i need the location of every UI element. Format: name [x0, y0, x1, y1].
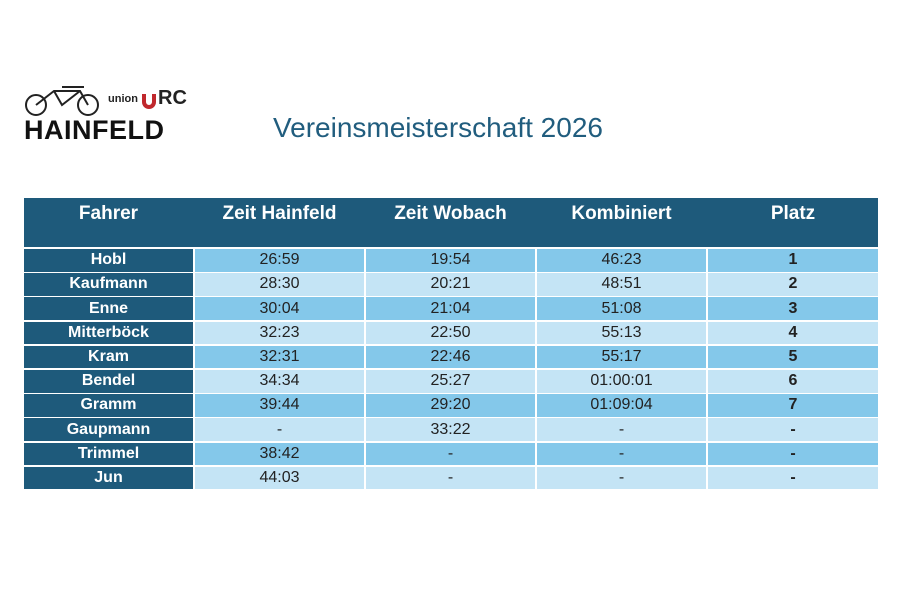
table-cell: 28:30: [195, 273, 364, 296]
table-cell: 1: [708, 249, 878, 272]
header-cell: Platz: [770, 203, 816, 224]
table-cell: 39:44: [195, 394, 364, 417]
table-cell: 29:20: [366, 394, 535, 417]
table-cell: 34:34: [195, 370, 364, 393]
header-cell: Zeit Wobach: [394, 203, 507, 224]
rider-name: Kaufmann: [24, 273, 193, 296]
table-cell: -: [366, 466, 535, 490]
table-cell: 38:42: [195, 442, 364, 466]
table-cell: 55:17: [537, 345, 706, 369]
table-cell: 4: [708, 321, 878, 345]
table-cell: -: [708, 442, 878, 466]
logo: union RC HAINFELD: [22, 85, 214, 145]
table-cell: 2: [708, 273, 878, 296]
table-cell: 01:00:01: [537, 370, 706, 393]
table-cell: 22:50: [366, 321, 535, 345]
logo-name: HAINFELD: [24, 115, 165, 145]
table-cell: 33:22: [366, 418, 535, 441]
table-cell: 6: [708, 370, 878, 393]
table-cell: 30:04: [195, 297, 364, 320]
table-cell: 01:09:04: [537, 394, 706, 417]
table-cell: -: [708, 418, 878, 441]
table-cell: 20:21: [366, 273, 535, 296]
table-cell: 19:54: [366, 249, 535, 272]
table-cell: 21:04: [366, 297, 535, 320]
table-cell: 25:27: [366, 370, 535, 393]
table-cell: 51:08: [537, 297, 706, 320]
table-cell: 55:13: [537, 321, 706, 345]
table-cell: 46:23: [537, 249, 706, 272]
rider-name: Trimmel: [24, 442, 193, 466]
table-cell: 32:23: [195, 321, 364, 345]
header-background: [24, 198, 878, 247]
title: Vereinsmeisterschaft 2026: [273, 112, 603, 143]
table-cell: 32:31: [195, 345, 364, 369]
rider-name: Hobl: [24, 249, 193, 272]
rider-name: Mitterböck: [24, 321, 193, 345]
table-cell: -: [537, 442, 706, 466]
table-cell: 3: [708, 297, 878, 320]
header-cell: Kombiniert: [571, 203, 672, 224]
table-cell: 44:03: [195, 466, 364, 490]
table-cell: 26:59: [195, 249, 364, 272]
table-cell: 5: [708, 345, 878, 369]
header-cell: Fahrer: [78, 203, 139, 224]
table-cell: -: [537, 466, 706, 490]
logo-graphic: [25, 86, 156, 116]
table-cell: -: [708, 466, 878, 490]
logo-brand: RC: [158, 87, 187, 109]
table-cell: 7: [708, 394, 878, 417]
table-cell: -: [195, 418, 364, 441]
table-cell: -: [537, 418, 706, 441]
rider-name: Enne: [24, 297, 193, 320]
rider-name: Bendel: [24, 370, 193, 393]
rider-name: Jun: [24, 466, 193, 490]
rider-name: Kram: [24, 345, 193, 369]
table-cell: -: [366, 442, 535, 466]
table-cell: 22:46: [366, 345, 535, 369]
rider-name: Gramm: [24, 394, 193, 417]
rider-name: Gaupmann: [24, 418, 193, 441]
header-cell: Zeit Hainfeld: [222, 203, 337, 224]
logo-small: union: [108, 93, 138, 105]
table-cell: 48:51: [537, 273, 706, 296]
